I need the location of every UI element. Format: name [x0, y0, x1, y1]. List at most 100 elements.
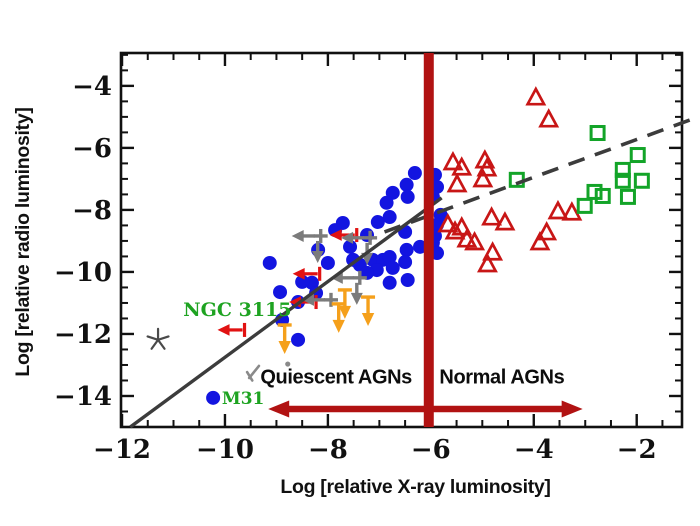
blue-point [206, 390, 221, 405]
y-axis-title: Log [relative radio luminosity] [12, 107, 34, 376]
red-triangle-point [474, 149, 496, 169]
x-tick-label: −4 [514, 435, 554, 465]
blue-point [360, 228, 375, 243]
upper-limits [217, 228, 378, 354]
blue-point [399, 177, 414, 192]
red-triangle-point [472, 167, 494, 188]
blue-point [400, 273, 415, 288]
green-square-point [594, 187, 611, 204]
gray-dot [285, 361, 291, 367]
left-arrowhead-icon [291, 229, 304, 242]
down-arrowhead-icon [338, 305, 352, 319]
orange-down-limit-arrow [277, 323, 292, 354]
red-triangle-point [538, 108, 560, 128]
star-spoke [146, 335, 160, 341]
red-triangle-point [494, 211, 516, 231]
orange-down-limit-arrow [331, 302, 346, 333]
down-arrowhead-icon [350, 292, 363, 305]
red-triangle-point [547, 199, 569, 220]
red-triangle-point [481, 206, 503, 226]
gray-mark [245, 370, 254, 382]
normal-label: Normal AGNs [439, 367, 564, 389]
y-tick-label: −14 [54, 382, 112, 412]
gray-limit-arrow [301, 292, 338, 307]
blue-point [343, 239, 358, 254]
blue-point [370, 215, 385, 230]
blue-point [385, 260, 400, 275]
star-spoke [156, 335, 170, 341]
star-spoke [156, 338, 166, 350]
blue-point [413, 239, 428, 254]
left-arrowhead-icon [268, 400, 290, 418]
axis-ticks [120, 53, 682, 428]
green-square-point [589, 125, 606, 142]
left-arrowhead-icon [301, 293, 314, 306]
red-triangle-point [451, 216, 473, 236]
region-double-arrow [268, 400, 583, 418]
down-arrowhead-icon [332, 319, 345, 333]
blue-point [291, 332, 306, 347]
red-triangle-point [451, 156, 473, 176]
ngc3115-label: NGC 3115 [183, 299, 291, 321]
stray-gray-marks [245, 361, 291, 382]
red-triangle-point [536, 221, 558, 241]
red-triangle-point [444, 220, 466, 240]
blue-point [382, 250, 397, 265]
green-square-point [614, 161, 631, 178]
green-square-point [614, 172, 631, 189]
red-triangle-point [529, 230, 551, 251]
m31-label: M31 [222, 389, 264, 409]
red-triangle-point [525, 86, 547, 106]
blue-point [398, 255, 413, 270]
left-arrowhead-icon [217, 324, 230, 336]
down-arrowhead-icon [311, 250, 324, 263]
x-tick-label: −6 [411, 435, 451, 465]
left-arrowhead-icon [329, 229, 342, 241]
red-triangle-point [437, 212, 459, 233]
blue-point [320, 255, 335, 270]
y-tick-label: −6 [72, 134, 112, 164]
y-tick-label: −8 [72, 196, 112, 226]
star-point [146, 327, 170, 350]
down-arrowhead-icon [361, 313, 375, 327]
red-triangle-point [476, 157, 498, 177]
down-arrowhead-icon [278, 340, 291, 354]
x-tick-label: −12 [93, 435, 151, 465]
red-left-limit-arrow [217, 322, 247, 337]
solid-fit-line [129, 196, 443, 429]
green-square-point [619, 188, 636, 205]
orange-down-limit-arrow [361, 295, 376, 327]
red-triangle-point [464, 230, 486, 251]
green-square-point [576, 197, 593, 214]
left-arrowhead-icon [292, 268, 305, 280]
orange-down-limit-arrow [337, 288, 352, 319]
y-tick-label: −10 [54, 258, 112, 288]
blue-point [262, 255, 277, 270]
green-square-point [633, 172, 650, 189]
right-arrowhead-icon [561, 400, 583, 418]
blue-point [400, 189, 415, 204]
red-left-limit-arrow [292, 266, 322, 281]
red-triangle-point [482, 241, 504, 261]
red-triangle-point [446, 172, 468, 193]
blue-point [273, 285, 288, 300]
x-tick-label: −10 [196, 435, 254, 465]
gray-limit-arrow [291, 228, 328, 263]
blue-point [382, 210, 397, 225]
data-points [146, 86, 650, 405]
y-tick-label: −4 [72, 72, 112, 102]
x-axis-title: Log [relative X-ray luminosity] [280, 476, 550, 498]
blue-point [382, 275, 397, 290]
green-square-point [586, 183, 603, 200]
blue-point [407, 166, 422, 181]
y-tick-label: −12 [54, 320, 112, 350]
star-spoke [150, 338, 160, 350]
green-square-point [629, 147, 646, 164]
red-triangle-point [442, 150, 464, 171]
blue-point [295, 274, 310, 289]
red-triangle-point [561, 201, 583, 221]
x-tick-label: −8 [308, 435, 348, 465]
x-tick-label: −2 [617, 435, 657, 465]
